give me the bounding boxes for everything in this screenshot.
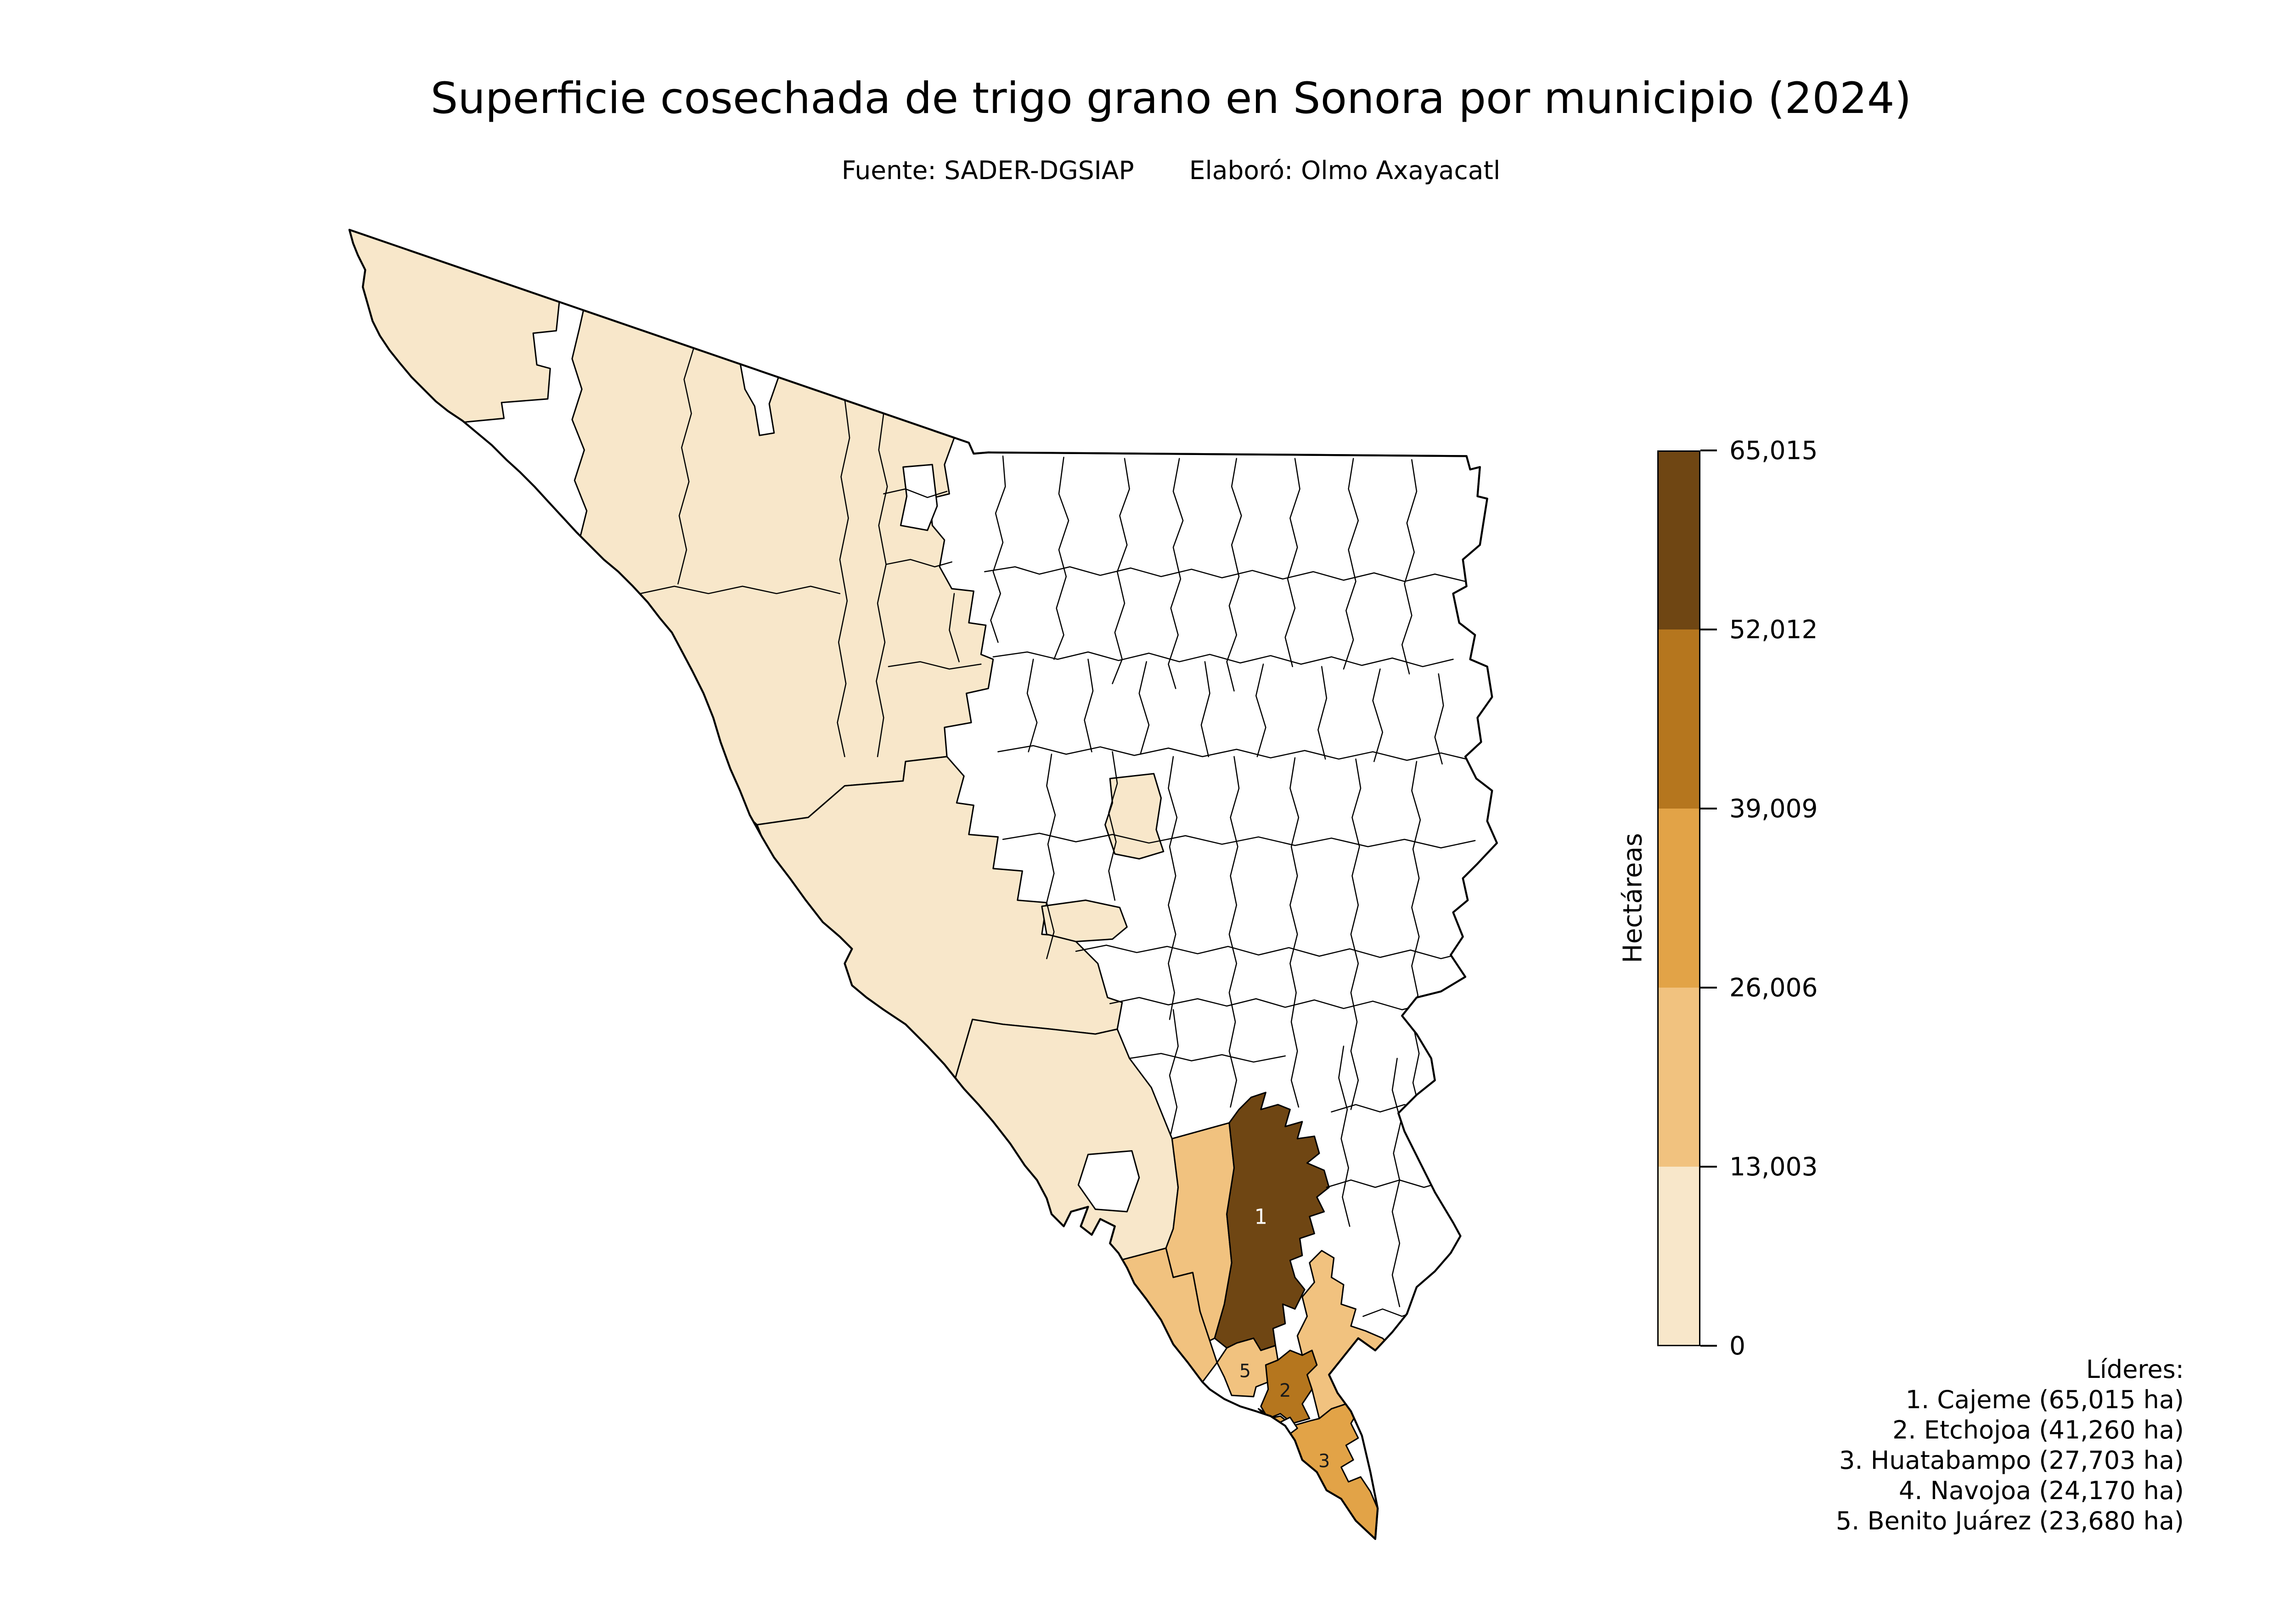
region-low-bin-municipality	[1041, 899, 1128, 943]
region-low-bin-municipality	[349, 230, 561, 424]
label-benito-juarez: 5	[1239, 1360, 1251, 1382]
leader-item: 1. Cajeme (65,015 ha)	[1905, 1385, 2184, 1414]
colorbar-tick	[1700, 1166, 1717, 1168]
choropleth-map: 1 2 3 4 5	[321, 207, 1538, 1584]
colorbar-tick	[1700, 1345, 1717, 1347]
colorbar-axis-label: Hectáreas	[1618, 833, 1648, 963]
colorbar-tick-label: 52,012	[1729, 615, 1818, 644]
region-low-bin-municipality	[1104, 773, 1165, 860]
sonora-map-svg: 1 2 3 4 5	[348, 229, 1498, 1540]
subtitle-source: Fuente: SADER-DGSIAP	[841, 156, 1134, 185]
colorbar-segment-2	[1657, 988, 1700, 1167]
colorbar-segment-3	[1657, 809, 1700, 988]
municipal-boundaries-mesh	[984, 455, 1476, 1317]
colorbar-tick-label: 39,009	[1729, 794, 1818, 823]
sonora-state-outline	[348, 229, 1498, 1540]
cream-belt-borders	[640, 347, 982, 758]
leader-item: 4. Navojoa (24,170 ha)	[1898, 1476, 2184, 1505]
colorbar-segment-4	[1657, 629, 1700, 809]
colorbar-tick-label: 0	[1729, 1331, 1745, 1360]
colorbar-svg	[1657, 450, 1700, 1346]
region-municipality	[900, 464, 938, 531]
island-speck	[817, 961, 827, 972]
label-navojoa: 4	[1338, 1360, 1349, 1382]
colorbar-segment-5	[1657, 450, 1700, 630]
subtitle-author: Elaboró: Olmo Axayacatl	[1189, 156, 1501, 185]
colorbar-tick-label: 65,015	[1729, 436, 1818, 465]
region-cajeme	[1214, 1091, 1330, 1351]
colorbar-tick-label: 26,006	[1729, 973, 1818, 1002]
leaders-legend: Líderes: 1. Cajeme (65,015 ha) 2. Etchoj…	[1836, 1354, 2184, 1536]
label-cajeme: 1	[1254, 1205, 1267, 1229]
colorbar-tick	[1700, 808, 1717, 809]
page-title: Superficie cosechada de trigo grano en S…	[430, 73, 1912, 124]
leader-item: 5. Benito Juárez (23,680 ha)	[1835, 1506, 2184, 1535]
colorbar-segment-1	[1657, 1167, 1700, 1346]
leader-item: 2. Etchojoa (41,260 ha)	[1892, 1416, 2184, 1444]
colorbar	[1657, 450, 1700, 1346]
region-etchojoa	[1260, 1349, 1318, 1424]
label-huatabampo: 3	[1318, 1451, 1330, 1472]
leader-item: 3. Huatabampo (27,703 ha)	[1839, 1446, 2184, 1475]
leaders-heading: Líderes:	[2086, 1355, 2184, 1384]
figure-subtitle: Fuente: SADER-DGSIAP Elaboró: Olmo Axayac…	[253, 155, 2089, 185]
label-etchojoa: 2	[1279, 1380, 1291, 1401]
colorbar-tick	[1700, 629, 1717, 630]
region-municipality	[739, 361, 780, 436]
colorbar-frame	[1657, 450, 1700, 1346]
colorbar-tick-label: 13,003	[1729, 1152, 1818, 1181]
colorbar-tick	[1700, 987, 1717, 989]
colorbar-tick	[1700, 450, 1717, 451]
region-municipality	[1077, 1150, 1140, 1213]
